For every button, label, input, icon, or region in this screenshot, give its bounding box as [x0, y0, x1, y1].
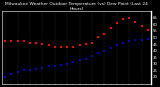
- Title: Milwaukee Weather Outdoor Temperature (vs) Dew Point (Last 24 Hours): Milwaukee Weather Outdoor Temperature (v…: [5, 2, 148, 11]
